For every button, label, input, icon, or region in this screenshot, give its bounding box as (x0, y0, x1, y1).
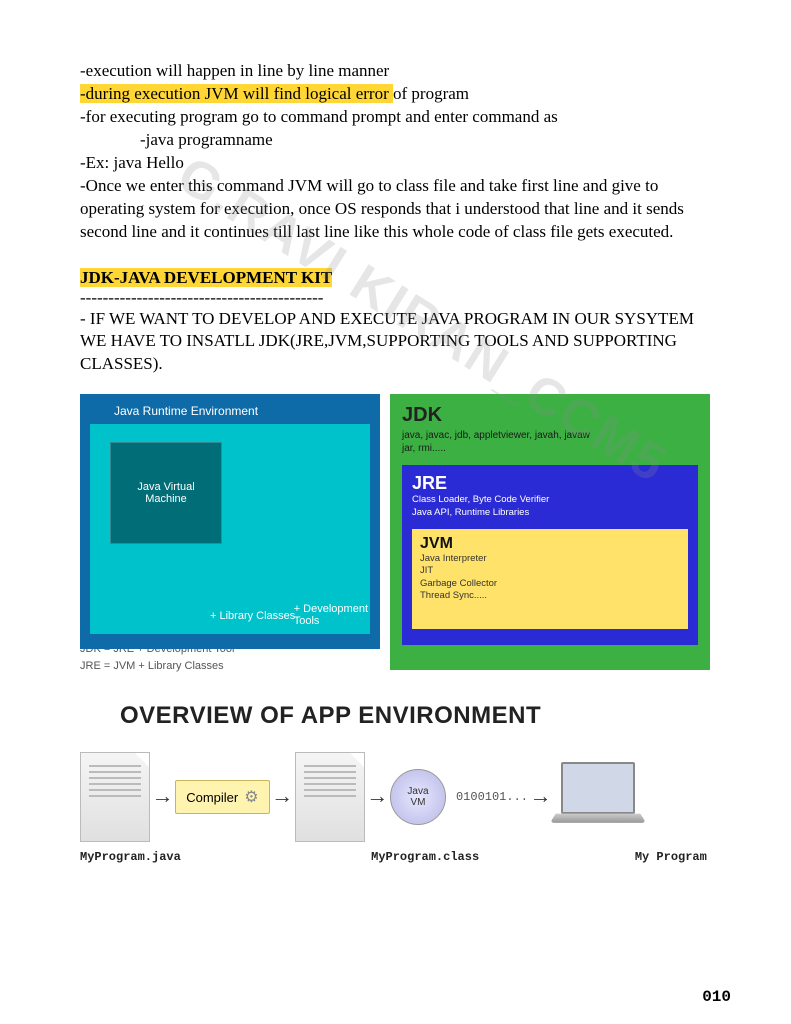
page-number: 010 (702, 988, 731, 1006)
separator-dashes: ----------------------------------------… (80, 288, 721, 308)
text-line: -Once we enter this command JVM will go … (80, 175, 721, 244)
text-line: -Ex: java Hello (80, 152, 721, 175)
binary-text: 0100101... (456, 790, 528, 804)
arrow-icon: → (156, 785, 169, 810)
jre-title: JRE (412, 473, 688, 494)
text-line: -for executing program go to command pro… (80, 106, 721, 129)
text-line: -during execution JVM will find logical … (80, 83, 721, 106)
flow-step-class (295, 752, 365, 842)
document-icon (295, 752, 365, 842)
document-icon (80, 752, 150, 842)
jre-title-label: Java Runtime Environment (90, 404, 370, 418)
section-body: - IF WE WANT TO DEVELOP AND EXECUTE JAVA… (80, 308, 721, 377)
jdk-subtitle: java, javac, jdb, appletviewer, javah, j… (402, 429, 698, 455)
jre-subtitle: Class Loader, Byte Code VerifierJava API… (412, 494, 688, 519)
jvm-box: Java VirtualMachine (110, 442, 222, 544)
jdk-outer-box: Java Runtime Environment Java VirtualMac… (80, 394, 380, 649)
gear-icon: ⚙ (244, 787, 258, 807)
arrow-icon: → (371, 785, 384, 810)
jvm-yellow-box: JVM Java InterpreterJITGarbage Collector… (412, 529, 688, 629)
compiler-label: Compiler (186, 790, 238, 805)
jdk-title: JDK (402, 404, 698, 427)
jre-diagram: Java Runtime Environment Java VirtualMac… (80, 394, 380, 674)
compiler-box: Compiler ⚙ (175, 780, 269, 814)
flow-step-source (80, 752, 150, 842)
flow-labels-row: MyProgram.java MyProgram.class My Progra… (80, 850, 721, 864)
library-classes-label: + Library Classes (210, 610, 295, 622)
text-span: of program (393, 84, 469, 103)
flow-label: My Program (635, 850, 721, 864)
highlighted-text: -during execution JVM will find logical … (80, 84, 393, 103)
text-line-indent: -java programname (80, 129, 721, 152)
arrow-icon: → (276, 785, 289, 810)
jvm-title: JVM (420, 535, 680, 553)
jdk-diagram: JDK java, javac, jdb, appletviewer, java… (390, 394, 710, 670)
overview-heading: OVERVIEW OF APP ENVIRONMENT (120, 702, 721, 730)
section-heading: JDK-JAVA DEVELOPMENT KIT (80, 268, 332, 287)
flow-diagram: → Compiler ⚙ → → JavaVM 0100101... → (80, 752, 721, 842)
development-tools-label: + DevelopmentTools (294, 603, 368, 627)
text-line: -execution will happen in line by line m… (80, 60, 721, 83)
jvm-subtitle: Java InterpreterJITGarbage CollectorThre… (420, 553, 680, 602)
laptop-icon (553, 762, 643, 832)
jre-blue-box: JRE Class Loader, Byte Code VerifierJava… (402, 465, 698, 645)
page-content: -execution will happen in line by line m… (0, 0, 791, 904)
diagram-row: Java Runtime Environment Java VirtualMac… (80, 394, 721, 674)
javavm-circle: JavaVM (390, 769, 446, 825)
caption-line: JRE = JVM + Library Classes (80, 658, 380, 675)
flow-label: MyProgram.class (371, 850, 479, 864)
flow-label: MyProgram.java (80, 850, 158, 864)
arrow-icon: → (534, 785, 547, 810)
body-paragraph: -execution will happen in line by line m… (80, 60, 721, 244)
